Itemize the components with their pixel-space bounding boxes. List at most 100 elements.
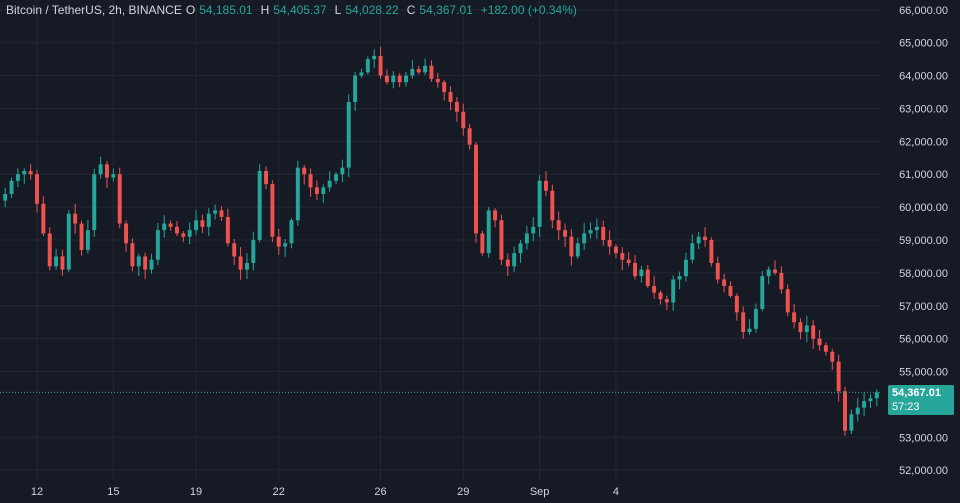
candle-body[interactable]: [98, 164, 103, 175]
candle-body[interactable]: [442, 82, 447, 93]
candle-body[interactable]: [588, 230, 593, 234]
candle-body[interactable]: [378, 55, 383, 76]
price-axis[interactable]: 66,000.00 65,000.00 64,000.00 63,000.00 62,0…: [899, 5, 948, 477]
candle-body[interactable]: [753, 309, 758, 329]
candle-body[interactable]: [149, 259, 154, 270]
candle-body[interactable]: [92, 174, 97, 231]
candle-body[interactable]: [384, 75, 389, 83]
candle-body[interactable]: [206, 213, 211, 227]
candle-body[interactable]: [671, 279, 676, 303]
candle-body[interactable]: [276, 236, 281, 247]
candle-body[interactable]: [563, 230, 568, 237]
candle-body[interactable]: [480, 233, 485, 254]
candle-body[interactable]: [397, 75, 402, 83]
candle-body[interactable]: [283, 243, 288, 247]
candle-body[interactable]: [499, 220, 504, 260]
candle-body[interactable]: [518, 243, 523, 254]
candle-body[interactable]: [124, 223, 129, 244]
candle-body[interactable]: [270, 184, 275, 237]
candle-body[interactable]: [353, 75, 358, 102]
candle-body[interactable]: [798, 322, 803, 333]
candle-body[interactable]: [251, 240, 256, 264]
candle-body[interactable]: [365, 59, 370, 73]
candle-body[interactable]: [181, 233, 186, 237]
candle-body[interactable]: [155, 230, 160, 260]
candle-body[interactable]: [308, 174, 313, 188]
symbol-title[interactable]: Bitcoin / TetherUS, 2h, BINANCE: [6, 3, 182, 17]
candle-body[interactable]: [187, 230, 192, 237]
candle-body[interactable]: [843, 391, 847, 431]
time-axis[interactable]: 12 15 19 22 26 29 Sep 4: [31, 486, 619, 498]
candle-body[interactable]: [454, 101, 459, 112]
candle-body[interactable]: [690, 243, 695, 260]
candle-body[interactable]: [66, 213, 71, 270]
candle-body[interactable]: [626, 259, 631, 264]
candle-body[interactable]: [448, 92, 453, 102]
candle-body[interactable]: [823, 345, 828, 352]
candle-body[interactable]: [766, 269, 771, 277]
candle-body[interactable]: [811, 325, 816, 339]
candle-body[interactable]: [531, 226, 536, 234]
candle-body[interactable]: [334, 174, 338, 181]
candle-body[interactable]: [556, 220, 561, 231]
candle-body[interactable]: [423, 65, 428, 73]
candle-body[interactable]: [35, 174, 39, 204]
candle-body[interactable]: [633, 263, 638, 277]
candle-body[interactable]: [785, 289, 790, 313]
candle-body[interactable]: [505, 259, 510, 267]
candle-body[interactable]: [734, 295, 739, 313]
candle-body[interactable]: [73, 213, 78, 224]
candle-body[interactable]: [47, 233, 52, 267]
candle-body[interactable]: [416, 69, 421, 73]
candle-body[interactable]: [225, 216, 230, 244]
candle-body[interactable]: [143, 256, 148, 270]
candle-body[interactable]: [372, 55, 377, 60]
candle-body[interactable]: [722, 279, 727, 287]
candle-body[interactable]: [85, 230, 90, 250]
candle-body[interactable]: [696, 236, 701, 244]
candle-body[interactable]: [664, 299, 669, 303]
candle-body[interactable]: [79, 223, 84, 250]
candle-body[interactable]: [162, 223, 167, 231]
candle-body[interactable]: [817, 338, 822, 346]
candle-body[interactable]: [474, 144, 478, 234]
candle-body[interactable]: [219, 210, 224, 217]
candle-body[interactable]: [512, 253, 517, 267]
candle-body[interactable]: [760, 276, 765, 310]
candle-body[interactable]: [111, 174, 116, 178]
candle-body[interactable]: [652, 286, 657, 293]
candle-body[interactable]: [238, 256, 243, 270]
candle-body[interactable]: [314, 187, 319, 194]
candle-body[interactable]: [601, 226, 606, 240]
candle-body[interactable]: [575, 243, 580, 257]
candle-body[interactable]: [136, 256, 141, 267]
candle-body[interactable]: [862, 401, 867, 408]
candle-body[interactable]: [346, 101, 351, 168]
candle-body[interactable]: [582, 233, 587, 244]
candle-body[interactable]: [54, 256, 59, 267]
candle-body[interactable]: [550, 190, 555, 221]
candle-body[interactable]: [359, 72, 364, 76]
candle-body[interactable]: [105, 164, 109, 178]
candle-body[interactable]: [302, 167, 307, 175]
candle-body[interactable]: [677, 276, 682, 280]
candle-body[interactable]: [741, 312, 746, 333]
candle-body[interactable]: [524, 233, 529, 244]
candle-body[interactable]: [410, 69, 415, 76]
candle-body[interactable]: [703, 236, 708, 240]
candle-body[interactable]: [15, 174, 20, 181]
candle-body[interactable]: [779, 272, 784, 290]
candle-body[interactable]: [493, 210, 498, 221]
candle-body[interactable]: [295, 167, 300, 221]
candle-body[interactable]: [28, 170, 33, 175]
candle-body[interactable]: [804, 325, 809, 333]
candle-body[interactable]: [747, 328, 752, 333]
candle-body[interactable]: [257, 170, 262, 240]
candle-body[interactable]: [537, 180, 542, 227]
candle-body[interactable]: [232, 243, 237, 257]
candle-body[interactable]: [486, 210, 491, 254]
candle-body[interactable]: [194, 220, 199, 231]
candlestick-series[interactable]: [3, 46, 879, 436]
candle-body[interactable]: [728, 286, 733, 296]
